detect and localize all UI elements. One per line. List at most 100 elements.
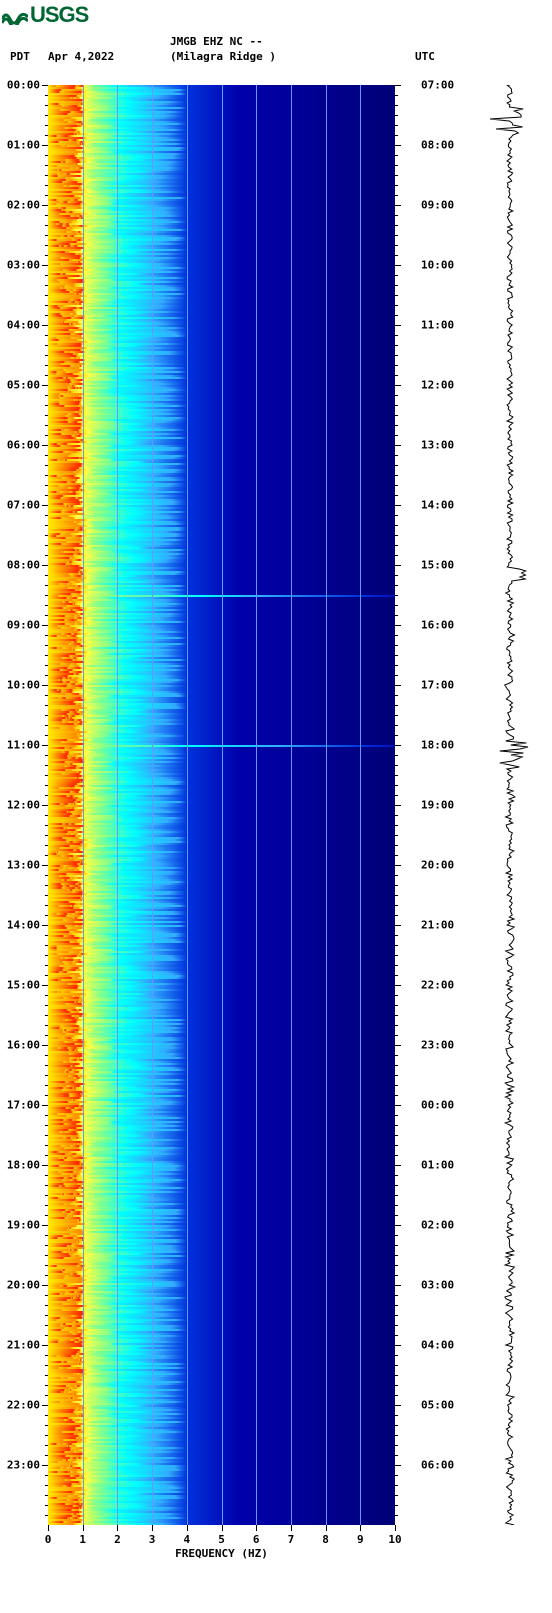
ytick-minor <box>395 645 398 646</box>
gridline <box>187 85 188 1525</box>
ytick-minor <box>395 675 398 676</box>
ytick-mark <box>42 505 48 506</box>
ytick-minor <box>45 705 48 706</box>
ytick-minor <box>45 845 48 846</box>
xtick-mark <box>395 1525 396 1531</box>
ytick-minor <box>45 365 48 366</box>
ytick-minor <box>45 655 48 656</box>
ytick-minor <box>395 635 398 636</box>
ytick-mark <box>42 1345 48 1346</box>
ytick-minor <box>45 1475 48 1476</box>
ytick-minor <box>45 615 48 616</box>
ytick-minor <box>45 1195 48 1196</box>
ytick-mark <box>395 445 401 446</box>
ytick-minor <box>395 185 398 186</box>
ytick-minor <box>45 675 48 676</box>
ytick-minor <box>395 355 398 356</box>
ytick-minor <box>395 405 398 406</box>
ytick-minor <box>45 165 48 166</box>
ytick-mark <box>395 745 401 746</box>
ytick-minor <box>45 285 48 286</box>
gridline <box>326 85 327 1525</box>
ytick-minor <box>45 235 48 236</box>
ytick-minor <box>395 1095 398 1096</box>
ytick-minor <box>45 395 48 396</box>
ytick-label-utc: 15:00 <box>421 559 454 572</box>
ytick-minor <box>395 1475 398 1476</box>
station-code: JMGB EHZ NC -- <box>170 35 263 48</box>
timezone-right: UTC <box>415 50 435 63</box>
ytick-minor <box>45 535 48 536</box>
ytick-mark <box>42 865 48 866</box>
ytick-label-utc: 11:00 <box>421 319 454 332</box>
ytick-minor <box>45 995 48 996</box>
ytick-minor <box>45 1505 48 1506</box>
ytick-minor <box>45 1365 48 1366</box>
ytick-minor <box>395 905 398 906</box>
ytick-minor <box>45 1395 48 1396</box>
ytick-label-local: 02:00 <box>7 199 40 212</box>
ytick-mark <box>42 1105 48 1106</box>
ytick-mark <box>42 85 48 86</box>
ytick-mark <box>395 1165 401 1166</box>
record-date: Apr 4,2022 <box>48 50 114 63</box>
xtick-mark <box>187 1525 188 1531</box>
ytick-mark <box>42 685 48 686</box>
ytick-minor <box>45 945 48 946</box>
ytick-minor <box>395 965 398 966</box>
xtick-mark <box>83 1525 84 1531</box>
ytick-label-local: 08:00 <box>7 559 40 572</box>
ytick-minor <box>395 1425 398 1426</box>
xtick-label: 5 <box>218 1533 225 1546</box>
ytick-minor <box>45 1125 48 1126</box>
gridline <box>222 85 223 1525</box>
ytick-mark <box>395 1465 401 1466</box>
ytick-minor <box>395 1355 398 1356</box>
ytick-minor <box>395 795 398 796</box>
ytick-label-local: 09:00 <box>7 619 40 632</box>
ytick-minor <box>395 1275 398 1276</box>
ytick-label-utc: 07:00 <box>421 79 454 92</box>
ytick-minor <box>395 345 398 346</box>
gridline <box>360 85 361 1525</box>
ytick-minor <box>395 1085 398 1086</box>
ytick-mark <box>42 1225 48 1226</box>
xtick-mark <box>222 1525 223 1531</box>
xtick-mark <box>152 1525 153 1531</box>
gridline <box>291 85 292 1525</box>
ytick-minor <box>45 465 48 466</box>
ytick-minor <box>395 225 398 226</box>
ytick-minor <box>395 515 398 516</box>
time-axis-local: 00:0001:0002:0003:0004:0005:0006:0007:00… <box>0 85 48 1525</box>
ytick-minor <box>45 1325 48 1326</box>
ytick-label-utc: 17:00 <box>421 679 454 692</box>
ytick-minor <box>395 1025 398 1026</box>
ytick-mark <box>42 1045 48 1046</box>
ytick-minor <box>395 105 398 106</box>
usgs-logo-text: USGS <box>30 2 88 27</box>
time-axis-utc: 07:0008:0009:0010:0011:0012:0013:0014:00… <box>395 85 455 1525</box>
seismogram-path <box>490 85 528 1525</box>
ytick-minor <box>395 1305 398 1306</box>
frequency-axis-label: FREQUENCY (HZ) <box>175 1547 268 1560</box>
ytick-minor <box>45 915 48 916</box>
ytick-label-utc: 08:00 <box>421 139 454 152</box>
ytick-minor <box>395 1385 398 1386</box>
ytick-minor <box>395 595 398 596</box>
ytick-label-local: 01:00 <box>7 139 40 152</box>
ytick-minor <box>45 645 48 646</box>
ytick-mark <box>395 385 401 386</box>
ytick-label-local: 14:00 <box>7 919 40 932</box>
ytick-minor <box>45 255 48 256</box>
ytick-minor <box>45 605 48 606</box>
xtick-mark <box>326 1525 327 1531</box>
ytick-label-utc: 03:00 <box>421 1279 454 1292</box>
ytick-minor <box>395 705 398 706</box>
ytick-label-local: 11:00 <box>7 739 40 752</box>
gridline <box>83 85 84 1525</box>
ytick-minor <box>395 435 398 436</box>
ytick-mark <box>395 685 401 686</box>
ytick-minor <box>45 375 48 376</box>
ytick-label-local: 21:00 <box>7 1339 40 1352</box>
ytick-minor <box>45 955 48 956</box>
